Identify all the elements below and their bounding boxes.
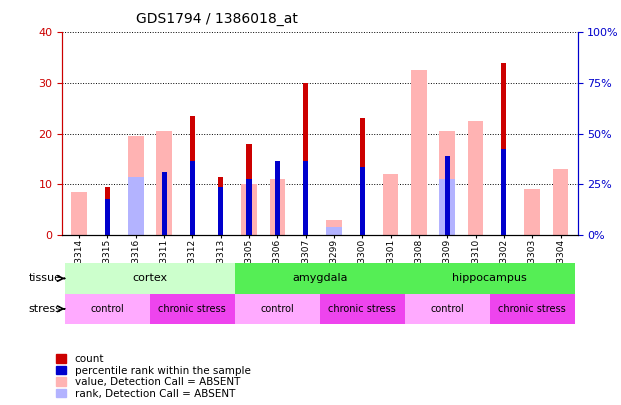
Bar — [218, 187, 223, 235]
Bar — [553, 169, 568, 235]
Bar — [241, 184, 257, 235]
Bar — [524, 190, 540, 235]
Bar — [445, 156, 450, 235]
Legend: count, percentile rank within the sample, value, Detection Call = ABSENT, rank, : count, percentile rank within the sample… — [55, 353, 252, 400]
Bar — [490, 294, 574, 324]
Bar — [270, 179, 285, 235]
Text: GDS1794 / 1386018_at: GDS1794 / 1386018_at — [137, 12, 298, 26]
Text: hippocampus: hippocampus — [452, 273, 527, 283]
Bar — [65, 294, 150, 324]
Bar — [161, 172, 166, 235]
Bar — [150, 294, 235, 324]
Bar — [383, 174, 399, 235]
Text: chronic stress: chronic stress — [158, 304, 226, 314]
Bar — [161, 172, 166, 235]
Text: control: control — [260, 304, 294, 314]
Bar — [320, 294, 405, 324]
Bar — [440, 131, 455, 235]
Bar — [501, 63, 507, 235]
Bar — [247, 144, 252, 235]
Text: tissue: tissue — [29, 273, 61, 283]
Bar — [105, 200, 110, 235]
Bar — [218, 177, 223, 235]
Bar — [440, 179, 455, 235]
Text: cortex: cortex — [132, 273, 168, 283]
Bar — [128, 177, 143, 235]
Text: stress: stress — [29, 304, 61, 314]
Bar — [405, 263, 574, 294]
Bar — [405, 294, 490, 324]
Text: chronic stress: chronic stress — [329, 304, 396, 314]
Bar — [274, 162, 280, 235]
Text: chronic stress: chronic stress — [498, 304, 566, 314]
Bar — [326, 227, 342, 235]
Bar — [190, 162, 195, 235]
Text: amygdala: amygdala — [292, 273, 348, 283]
Bar — [303, 162, 308, 235]
Bar — [468, 121, 483, 235]
Bar — [105, 187, 110, 235]
Bar — [247, 179, 252, 235]
Bar — [190, 116, 195, 235]
Bar — [303, 83, 308, 235]
Bar — [156, 131, 172, 235]
Bar — [65, 263, 235, 294]
Text: control: control — [91, 304, 124, 314]
Bar — [71, 192, 87, 235]
Bar — [501, 149, 507, 235]
Bar — [235, 294, 320, 324]
Bar — [360, 166, 365, 235]
Bar — [128, 136, 143, 235]
Bar — [326, 220, 342, 235]
Bar — [411, 70, 427, 235]
Bar — [235, 263, 405, 294]
Bar — [360, 118, 365, 235]
Text: control: control — [430, 304, 464, 314]
